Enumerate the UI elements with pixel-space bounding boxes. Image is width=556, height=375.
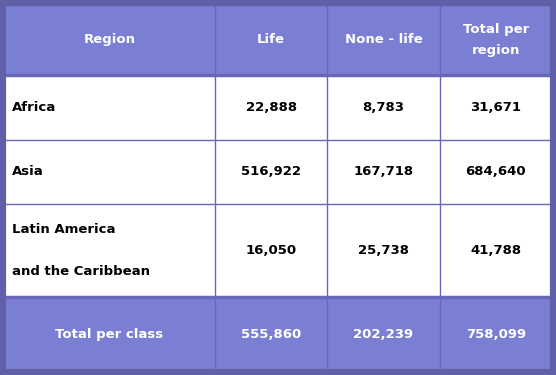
Text: 31,671: 31,671 bbox=[470, 101, 522, 114]
Text: Life: Life bbox=[257, 33, 285, 46]
Text: None - life: None - life bbox=[345, 33, 423, 46]
Bar bbox=[327, 297, 440, 371]
Bar bbox=[215, 4, 327, 75]
Text: Total per
region: Total per region bbox=[463, 22, 529, 57]
Text: 202,239: 202,239 bbox=[354, 327, 414, 340]
Bar bbox=[4, 75, 215, 140]
Text: Asia: Asia bbox=[12, 165, 44, 178]
Bar bbox=[327, 204, 440, 297]
Bar bbox=[215, 297, 327, 371]
Bar bbox=[4, 297, 215, 371]
Text: 8,783: 8,783 bbox=[363, 101, 405, 114]
Bar bbox=[4, 140, 215, 204]
Text: Africa: Africa bbox=[12, 101, 56, 114]
Text: 555,860: 555,860 bbox=[241, 327, 301, 340]
Bar bbox=[215, 75, 327, 140]
Text: Region: Region bbox=[83, 33, 136, 46]
Text: 516,922: 516,922 bbox=[241, 165, 301, 178]
Bar bbox=[440, 140, 552, 204]
Text: Total per class: Total per class bbox=[56, 327, 163, 340]
Text: 41,788: 41,788 bbox=[470, 244, 522, 257]
Text: 758,099: 758,099 bbox=[466, 327, 526, 340]
Bar bbox=[327, 140, 440, 204]
Bar bbox=[4, 204, 215, 297]
Bar bbox=[440, 75, 552, 140]
Bar bbox=[215, 140, 327, 204]
Text: 25,738: 25,738 bbox=[358, 244, 409, 257]
Text: 22,888: 22,888 bbox=[246, 101, 297, 114]
Text: 684,640: 684,640 bbox=[465, 165, 526, 178]
Text: 167,718: 167,718 bbox=[354, 165, 414, 178]
Bar bbox=[327, 75, 440, 140]
Text: Latin America

and the Caribbean: Latin America and the Caribbean bbox=[12, 223, 150, 278]
Bar bbox=[440, 297, 552, 371]
Bar bbox=[327, 4, 440, 75]
Bar bbox=[215, 204, 327, 297]
Bar bbox=[440, 204, 552, 297]
Text: 16,050: 16,050 bbox=[246, 244, 297, 257]
Bar bbox=[440, 4, 552, 75]
Bar bbox=[4, 4, 215, 75]
